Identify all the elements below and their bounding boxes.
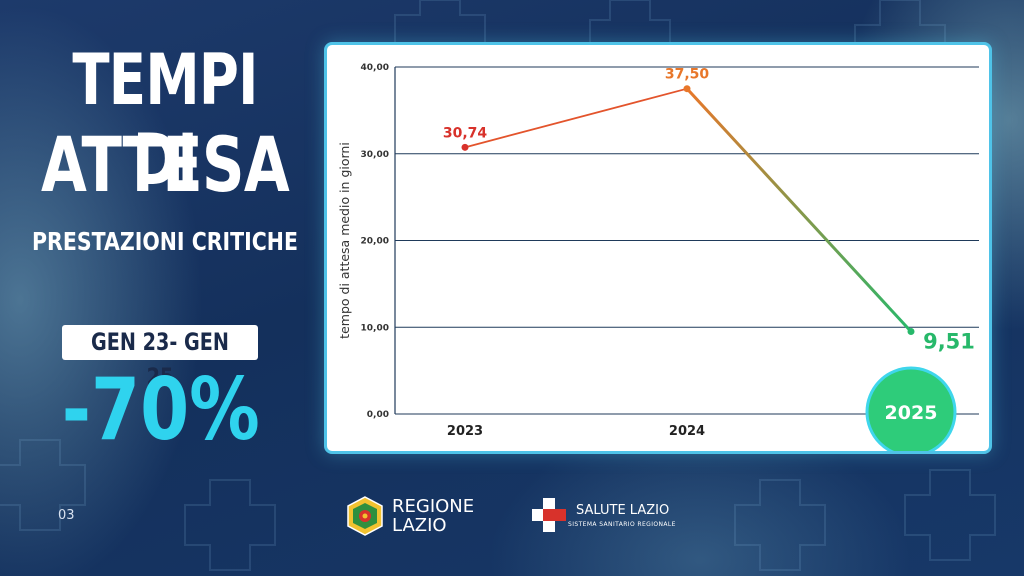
y-tick-label: 0,00	[367, 410, 389, 420]
data-label: 9,51	[923, 330, 975, 354]
highlight-circle-2025	[865, 366, 957, 451]
subtitle: PRESTAZIONI CRITICHE	[32, 227, 298, 256]
medical-cross-icon	[532, 498, 566, 532]
regione-lazio-logo: REGIONE LAZIO	[346, 496, 474, 536]
line-chart: 0,00 10,00 20,00 30,00 40,00 2023 2024 2025 30…	[337, 63, 979, 451]
data-label: 37,50	[665, 67, 710, 83]
page-number: 03	[58, 508, 75, 523]
x-tick-label: 2023	[447, 424, 483, 439]
data-point	[683, 85, 691, 93]
salute-lazio-logo: SALUTE LAZIO SISTEMA SANITARIO REGIONALE	[530, 496, 676, 534]
series-line-segment	[464, 87, 688, 149]
highlight-label-2025: 2025	[885, 402, 938, 424]
salute-subtitle: SISTEMA SANITARIO REGIONALE	[568, 520, 676, 528]
y-tick-label: 40,00	[361, 63, 389, 73]
period-badge: GEN 23- GEN 25	[62, 325, 258, 391]
title-line-1: TEMPI DI	[72, 39, 258, 201]
y-tick-label: 30,00	[361, 150, 389, 160]
y-tick-label: 10,00	[361, 323, 389, 333]
series-line-segment	[685, 87, 913, 333]
regione-line-2: LAZIO	[392, 515, 447, 536]
regione-line-1: REGIONE	[392, 496, 475, 517]
data-point	[461, 143, 469, 151]
y-tick-label: 20,00	[361, 237, 389, 247]
reduction-label: -70%	[61, 360, 260, 460]
chart-card: 0,00 10,00 20,00 30,00 40,00 2023 2024 2025 30…	[324, 42, 992, 454]
regione-lazio-emblem-icon	[347, 496, 383, 536]
period-label: GEN 23- GEN 25	[91, 328, 229, 391]
reduction-value: -70%	[40, 360, 280, 460]
salute-name: SALUTE LAZIO	[576, 502, 670, 518]
data-point	[907, 328, 915, 336]
y-axis-label: tempo di attesa medio in giorni	[337, 142, 352, 339]
title-line-2: ATTESA	[41, 120, 290, 209]
x-tick-label: 2024	[669, 424, 705, 439]
data-label: 30,74	[443, 125, 488, 141]
